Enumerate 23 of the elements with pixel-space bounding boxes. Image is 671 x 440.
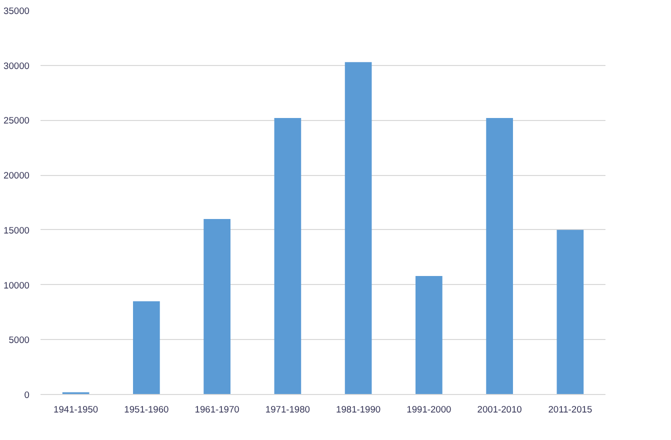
- x-tick-label: 2011-2015: [548, 404, 592, 414]
- bar: [556, 230, 584, 394]
- y-tick-label: 5000: [8, 335, 30, 346]
- x-tick-label: 1991-2000: [406, 404, 452, 414]
- y-tick-label: 15000: [4, 225, 30, 236]
- y-tick-label: 0: [24, 390, 30, 400]
- x-tick-label: 1961-1970: [194, 404, 240, 414]
- x-tick-label: 1981-1990: [336, 404, 381, 414]
- y-tick-label: 35000: [4, 6, 30, 16]
- y-tick-label: 30000: [4, 60, 30, 71]
- x-tick-label: 1971-1980: [265, 404, 310, 414]
- x-tick-label: 2001-2010: [477, 404, 522, 414]
- y-tick-label: 10000: [4, 280, 30, 290]
- bar: [274, 118, 302, 394]
- bar: [486, 118, 513, 394]
- x-tick-label: 1951-1960: [124, 404, 169, 414]
- bar: [204, 218, 230, 394]
- y-tick-label: 25000: [4, 116, 30, 126]
- bar: [344, 62, 372, 394]
- bar: [416, 276, 442, 394]
- x-tick-label: 1941-1950: [54, 404, 98, 414]
- y-tick-label: 20000: [4, 170, 30, 181]
- bar: [133, 301, 160, 394]
